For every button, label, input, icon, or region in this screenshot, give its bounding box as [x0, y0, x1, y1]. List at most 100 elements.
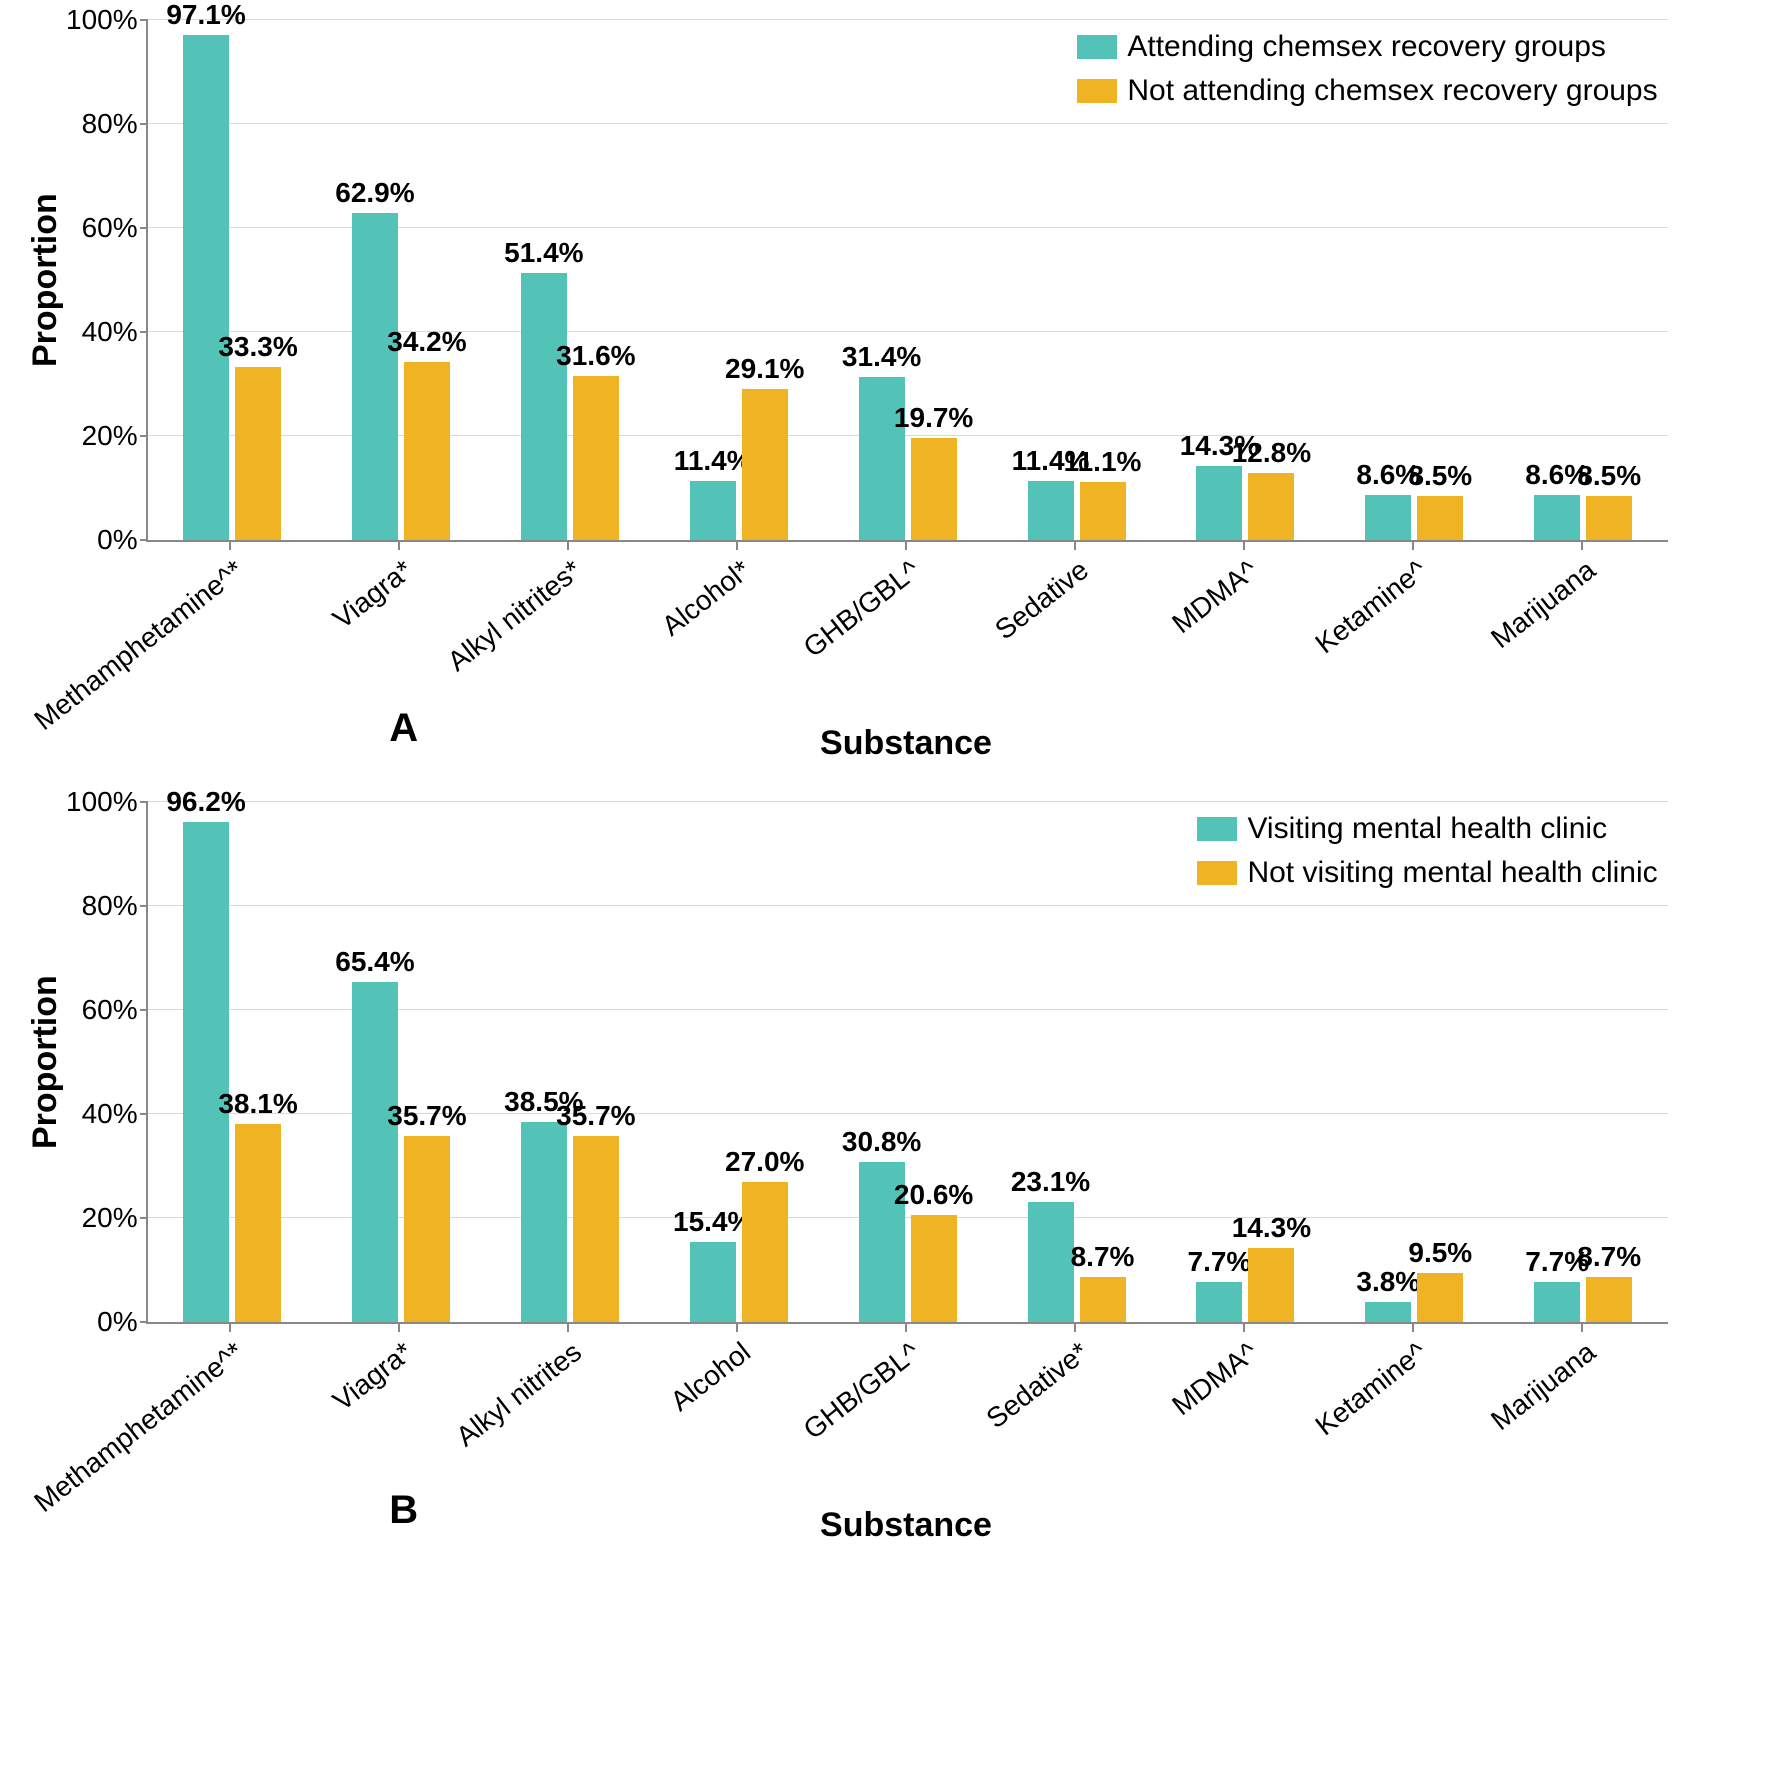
bar-value-label: 97.1%: [166, 0, 245, 31]
legend-label: Not visiting mental health clinic: [1247, 856, 1657, 890]
bar-value-label: 65.4%: [335, 946, 414, 978]
x-tick-label: Marijuana: [1485, 1336, 1602, 1437]
legend-item: Not visiting mental health clinic: [1197, 856, 1657, 890]
x-tick-label: Viagra*: [327, 554, 419, 635]
bar-value-label: 27.0%: [725, 1146, 804, 1178]
x-tick-label: MDMA^: [1166, 1336, 1263, 1422]
x-axis: Methamphetamine^*Viagra* Alkyl nitrites*A…: [146, 542, 1666, 712]
legend-swatch: [1077, 79, 1117, 103]
x-tick: Viagra*: [315, 542, 484, 712]
bar-value-label: 11.4%: [674, 445, 752, 477]
bar: 33.3%: [235, 367, 281, 540]
bar: 12.8%: [1248, 473, 1294, 540]
panel-b: Proportion100%80%60%40%20%0%Visiting men…: [20, 802, 1750, 1544]
legend-item: Attending chemsex recovery groups: [1077, 30, 1657, 64]
bar-value-label: 8.5%: [1577, 460, 1641, 492]
bar-value-label: 15.4%: [673, 1206, 752, 1238]
bar-value-label: 51.4%: [504, 237, 583, 269]
bar: 3.8%: [1365, 1302, 1411, 1322]
y-axis-label: Proportion: [20, 802, 66, 1322]
legend-swatch: [1197, 861, 1237, 885]
legend-swatch: [1077, 35, 1117, 59]
x-tick-label: Marijuana: [1485, 554, 1602, 655]
bar-value-label: 35.7%: [387, 1100, 466, 1132]
x-tick: Sedative*: [990, 1324, 1159, 1494]
bar-group: 62.9%34.2%: [317, 20, 486, 540]
bar-value-label: 30.8%: [842, 1126, 921, 1158]
bar-value-label: 14.3%: [1232, 1212, 1311, 1244]
bar-value-label: 12.8%: [1232, 437, 1311, 469]
x-tick: Ketamine^: [1328, 542, 1497, 712]
x-axis-label: Substance: [146, 1506, 1666, 1545]
bar-value-label: 33.3%: [218, 331, 297, 363]
bar: 8.6%: [1365, 495, 1411, 540]
legend-item: Not attending chemsex recovery groups: [1077, 74, 1657, 108]
x-tick: GHB/GBL^: [822, 1324, 991, 1494]
bar: 11.1%: [1080, 482, 1126, 540]
bar-group: 38.5%35.7%: [485, 802, 654, 1322]
x-tick: GHB/GBL^: [822, 542, 991, 712]
bar-value-label: 8.5%: [1408, 460, 1472, 492]
bar: 23.1%: [1028, 1202, 1074, 1322]
bar-group: 97.1%33.3%: [148, 20, 317, 540]
y-axis: 100%80%60%40%20%0%: [66, 20, 146, 540]
bar-value-label: 19.7%: [894, 402, 973, 434]
bar: 15.4%: [690, 1242, 736, 1322]
bar-value-label: 8.7%: [1071, 1241, 1135, 1273]
y-axis: 100%80%60%40%20%0%: [66, 802, 146, 1322]
bar-group: 96.2%38.1%: [148, 802, 317, 1322]
bar-value-label: 29.1%: [725, 353, 804, 385]
bar: 7.7%: [1534, 1282, 1580, 1322]
bar-value-label: 3.8%: [1356, 1266, 1420, 1298]
x-tick-label: Sedative*: [980, 1336, 1094, 1435]
x-tick: Sedative: [990, 542, 1159, 712]
x-tick-label: Ketamine^: [1309, 554, 1432, 660]
bar: 38.1%: [235, 1124, 281, 1322]
bar-value-label: 62.9%: [335, 177, 414, 209]
bar-value-label: 8.7%: [1577, 1241, 1641, 1273]
bar: 38.5%: [521, 1122, 567, 1322]
bar: 7.7%: [1196, 1282, 1242, 1322]
legend-item: Visiting mental health clinic: [1197, 812, 1657, 846]
bar: 14.3%: [1196, 466, 1242, 540]
x-tick: Alcohol: [653, 1324, 822, 1494]
figure: Proportion100%80%60%40%20%0%Attending ch…: [20, 20, 1750, 1544]
bar-value-label: 20.6%: [894, 1179, 973, 1211]
x-tick: Marijuana: [1497, 1324, 1666, 1494]
x-tick: Alkyl nitrites: [484, 1324, 653, 1494]
x-tick-label: Alcohol: [665, 1336, 757, 1418]
x-tick-label: Alcohol*: [656, 554, 757, 642]
legend-swatch: [1197, 817, 1237, 841]
bar-group: 23.1%8.7%: [992, 802, 1161, 1322]
bar: 27.0%: [742, 1182, 788, 1322]
chart-area: Visiting mental health clinic Not visitin…: [146, 802, 1668, 1324]
bar: 8.6%: [1534, 495, 1580, 540]
bar-group: 15.4%27.0%: [654, 802, 823, 1322]
bar: 8.5%: [1586, 496, 1632, 540]
x-tick: Ketamine^: [1328, 1324, 1497, 1494]
bar-value-label: 96.2%: [166, 786, 245, 818]
x-tick: Methamphetamine^*: [146, 542, 315, 712]
bar: 14.3%: [1248, 1248, 1294, 1322]
x-tick: Alcohol*: [653, 542, 822, 712]
bar: 35.7%: [404, 1136, 450, 1322]
bar: 96.2%: [183, 822, 229, 1322]
bar-group: 65.4%35.7%: [317, 802, 486, 1322]
bar: 97.1%: [183, 35, 229, 540]
bar: 65.4%: [352, 982, 398, 1322]
legend: Attending chemsex recovery groups Not att…: [1077, 30, 1657, 118]
x-tick: Alkyl nitrites*: [484, 542, 653, 712]
bar: 35.7%: [573, 1136, 619, 1322]
bar-value-label: 9.5%: [1408, 1237, 1472, 1269]
bar: 51.4%: [521, 273, 567, 540]
bar: 8.5%: [1417, 496, 1463, 540]
bar: 31.6%: [573, 376, 619, 540]
bar-value-label: 23.1%: [1011, 1166, 1090, 1198]
x-tick: MDMA^: [1159, 542, 1328, 712]
bar: 11.4%: [690, 481, 736, 540]
bar-value-label: 38.1%: [218, 1088, 297, 1120]
bar: 9.5%: [1417, 1273, 1463, 1322]
chart-area: Attending chemsex recovery groups Not att…: [146, 20, 1668, 542]
bar: 20.6%: [911, 1215, 957, 1322]
bar: 8.7%: [1586, 1277, 1632, 1322]
